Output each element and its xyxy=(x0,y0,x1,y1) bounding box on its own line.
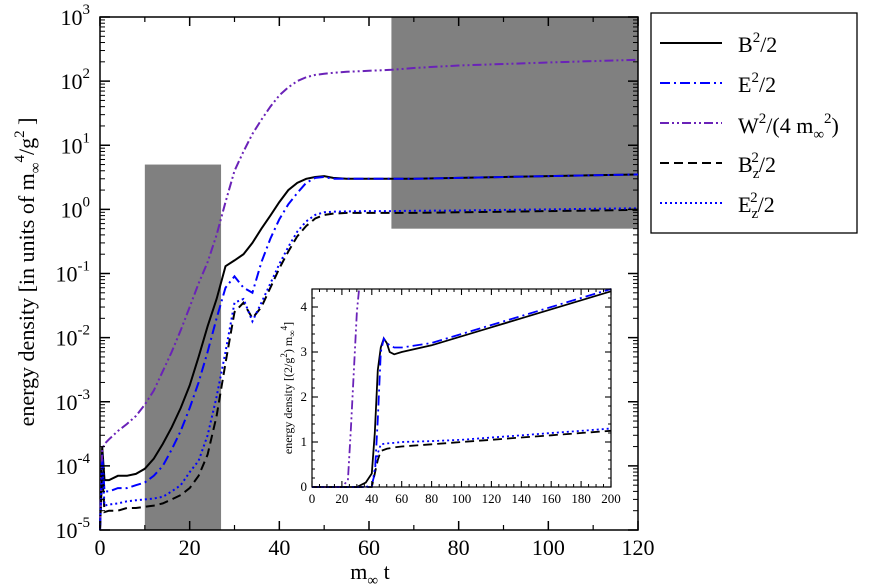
y-tick-label: 10-1 xyxy=(56,259,91,287)
x-tick-label: 20 xyxy=(179,535,201,560)
inset-x-tick-label: 20 xyxy=(335,491,348,506)
legend-label-w2: W2/(4 m∞2) xyxy=(738,111,839,143)
main-plot: 0 20 40 60 80 100 120 10-510-410-310-210-11001… xyxy=(56,2,655,560)
inset-y-tick-label: 2 xyxy=(301,389,308,404)
inset-y-tick-label: 0 xyxy=(301,479,308,494)
x-tick-label: 80 xyxy=(448,535,470,560)
y-tick-label: 101 xyxy=(61,130,91,158)
legend-label-b2: B2/2 xyxy=(738,30,777,57)
inset-x-tick-label: 100 xyxy=(452,491,472,506)
y-tick-label: 100 xyxy=(61,194,91,222)
shaded-region-2 xyxy=(391,17,638,229)
series-line-e2 xyxy=(99,173,639,531)
inset-x-tick-label: 140 xyxy=(512,491,532,506)
inset-series-line-bz xyxy=(312,429,612,488)
x-axis-label: m∞ t xyxy=(350,559,389,586)
legend-swatches xyxy=(660,42,722,204)
x-tick-label: 100 xyxy=(532,535,565,560)
inset-y-tick-label: 1 xyxy=(301,434,308,449)
inset-x-tick-label: 60 xyxy=(395,491,408,506)
legend-label-ez: Ez2/2 xyxy=(738,190,775,222)
inset-x-tick-label: 180 xyxy=(571,491,591,506)
inset-plot: 0 20 40 60 80 100 120 140 160 180 200 0 1 2 3 4 energy… xyxy=(279,288,621,506)
inset-y-tick-label: 3 xyxy=(301,344,308,359)
legend-label-bz: Bz2/2 xyxy=(738,150,776,182)
y-axis-label: energy density [in units of m∞4/g2 ] xyxy=(12,118,44,427)
y-tick-label: 102 xyxy=(61,66,91,94)
x-tick-label: 40 xyxy=(268,535,290,560)
inset-x-tick-label: 80 xyxy=(425,491,438,506)
y-tick-label: 10-5 xyxy=(56,515,91,543)
x-tick-label: 120 xyxy=(622,535,655,560)
inset-y-axis-label: energy density [(2/g2) m∞4] xyxy=(279,322,297,454)
x-tick-label: 60 xyxy=(358,535,380,560)
x-tick-label: 0 xyxy=(95,535,106,560)
legend-label-e2: E2/2 xyxy=(738,70,776,97)
inset-y-tick-label: 4 xyxy=(301,299,308,314)
y-tick-label: 10-4 xyxy=(56,451,91,479)
legend: B2/2 E2/2 W2/(4 m∞2) Bz2/2 Ez2/2 xyxy=(650,12,858,234)
y-tick-label: 10-3 xyxy=(56,387,91,415)
inset-x-tick-label: 120 xyxy=(482,491,502,506)
series-line-bz xyxy=(99,208,639,531)
inset-x-tick-label: 0 xyxy=(309,491,316,506)
inset-series-line-b2 xyxy=(312,290,612,488)
series-line-w2 xyxy=(99,58,639,531)
inset-x-tick-label: 160 xyxy=(541,491,561,506)
inset-background xyxy=(312,289,611,487)
main-series-group xyxy=(99,58,639,531)
inset-x-tick-label: 40 xyxy=(365,491,378,506)
inset-x-axis: 0 20 40 60 80 100 120 140 160 180 200 xyxy=(309,289,621,506)
inset-x-tick-label: 200 xyxy=(601,491,621,506)
y-tick-label: 10-2 xyxy=(56,323,91,351)
y-tick-label: 103 xyxy=(61,2,91,30)
inset-y-axis: 0 1 2 3 4 xyxy=(301,288,611,494)
main-x-axis: 0 20 40 60 80 100 120 xyxy=(95,17,655,560)
